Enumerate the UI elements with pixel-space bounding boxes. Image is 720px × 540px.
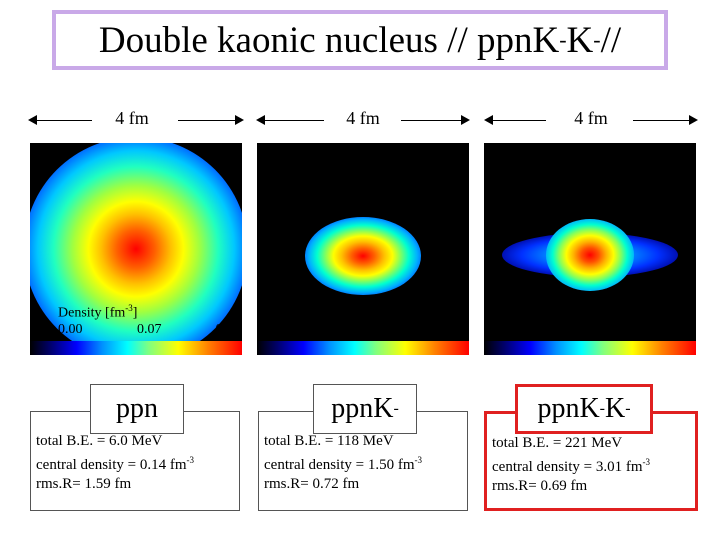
nucleus-name-sup: - (599, 400, 605, 417)
scale-label: 4 fm (574, 108, 608, 128)
legend-tick-mid: 0.07 (137, 322, 162, 337)
nucleus-name: ppn (116, 393, 158, 424)
density-blob (30, 143, 242, 355)
title-mid: K (566, 19, 594, 61)
scale-indicator-3: 4 fm (484, 108, 698, 132)
legend-tick-max: 3.0 (678, 322, 697, 337)
central-density: central density = 3.01 fm-3 (492, 457, 651, 475)
scale-indicator-1: 4 fm (28, 108, 244, 132)
legend-tick-max: 1.50 (442, 322, 468, 337)
name-box-ppnkk: ppnK - K - (515, 384, 653, 434)
nucleus-name-mid: K (605, 393, 626, 424)
density-plot-ppnkk: Density [fm-3] 0.0 1.5 3.0 (484, 143, 696, 355)
color-legend: Density [fm-3] 0.00 0.75 1.50 (257, 303, 469, 355)
legend-tick-min: 0.00 (279, 322, 304, 337)
title-tail: // (600, 19, 622, 61)
title-box: Double kaonic nucleus // ppnK - K - // (52, 10, 668, 70)
density-blob (546, 219, 634, 291)
title-text: Double kaonic nucleus // ppnK (98, 19, 560, 61)
scale-arrow-right (178, 115, 244, 125)
color-legend: Density [fm-3] 0.0 1.5 3.0 (484, 303, 696, 355)
density-plot-ppn: Density [fm-3] 0.00 0.07 0.14 (30, 143, 242, 355)
density-blob (305, 217, 421, 295)
legend-color-bar (484, 341, 696, 355)
binding-energy: total B.E. = 6.0 MeV (36, 433, 163, 449)
rms-radius: rms.R= 0.69 fm (492, 478, 588, 494)
scale-arrow-left (484, 115, 546, 125)
legend-title: Density [fm-3] (512, 303, 592, 321)
binding-energy: total B.E. = 221 MeV (492, 435, 623, 451)
nucleus-name: ppnK (331, 393, 394, 424)
legend-tick-mid: 1.5 (592, 322, 610, 337)
name-box-ppn: ppn (90, 384, 184, 434)
legend-tick-max: 0.14 (215, 322, 241, 337)
scale-arrow-right (401, 115, 470, 125)
central-density: central density = 0.14 fm-3 (36, 455, 195, 473)
density-plot-ppnk: Density [fm-3] 0.00 0.75 1.50 (257, 143, 469, 355)
central-density: central density = 1.50 fm-3 (264, 455, 423, 473)
nucleus-name: ppnK (537, 393, 600, 424)
scale-label: 4 fm (346, 108, 380, 128)
scale-indicator-2: 4 fm (256, 108, 470, 132)
rms-radius: rms.R= 0.72 fm (264, 476, 360, 492)
nucleus-name-sup: - (393, 400, 399, 417)
legend-tick-min: 0.0 (512, 322, 530, 337)
scale-label: 4 fm (115, 108, 149, 128)
name-box-ppnk: ppnK - (313, 384, 417, 434)
rms-radius: rms.R= 1.59 fm (36, 476, 132, 492)
title-sup-1: - (559, 27, 567, 52)
legend-tick-min: 0.00 (58, 322, 83, 337)
nucleus-name-sup-2: - (625, 400, 631, 417)
legend-color-bar (257, 341, 469, 355)
scale-arrow-right (633, 115, 698, 125)
legend-tick-mid: 0.75 (357, 322, 382, 337)
legend-color-bar (30, 341, 242, 355)
color-legend: Density [fm-3] 0.00 0.07 0.14 (30, 303, 242, 355)
legend-title: Density [fm-3] (285, 303, 365, 321)
scale-arrow-left (256, 115, 324, 125)
legend-title: Density [fm-3] (58, 303, 138, 321)
title-sup-2: - (593, 27, 601, 52)
scale-arrow-left (28, 115, 92, 125)
binding-energy: total B.E. = 118 MeV (264, 433, 394, 449)
